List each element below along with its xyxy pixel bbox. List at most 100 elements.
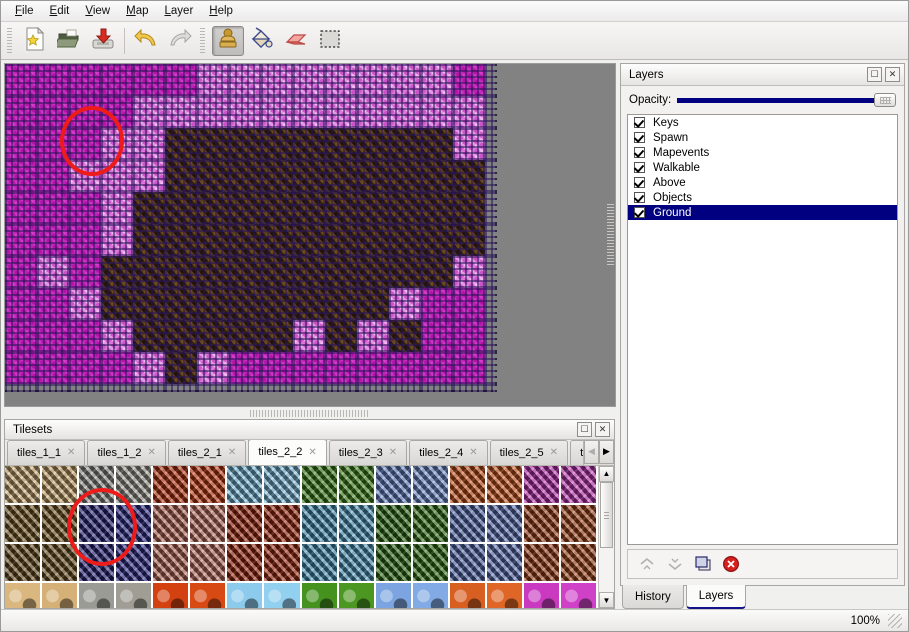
tileset-tab[interactable]: tiles_2_5 ✕ [489, 440, 569, 465]
map-tile[interactable] [165, 288, 197, 320]
tileset-tile[interactable] [153, 582, 191, 608]
map-tile[interactable] [37, 288, 69, 320]
menu-file[interactable]: File [15, 5, 34, 17]
tileset-tab-close-icon[interactable]: ✕ [469, 447, 478, 459]
map-tile[interactable] [261, 192, 293, 224]
tileset-tile[interactable] [486, 504, 524, 544]
eraser-tool-button[interactable] [280, 26, 312, 56]
map-tile[interactable] [325, 128, 357, 160]
tileset-tile[interactable] [375, 465, 413, 505]
layer-list-item[interactable]: Keys [628, 115, 897, 130]
map-tile[interactable] [5, 256, 37, 288]
tab-scroll-left-button[interactable]: ◀ [584, 440, 599, 464]
tileset-tab-close-icon[interactable]: ✕ [67, 447, 76, 459]
map-tile[interactable] [101, 256, 133, 288]
map-tile[interactable] [69, 192, 101, 224]
tileset-tile[interactable] [523, 582, 561, 608]
map-tile[interactable] [293, 160, 325, 192]
map-tile[interactable] [389, 320, 421, 352]
map-tile[interactable] [165, 352, 197, 384]
tileset-tab[interactable]: tiles_2_4 ✕ [409, 440, 488, 465]
scroll-track[interactable] [599, 481, 614, 592]
map-tile[interactable] [453, 160, 485, 192]
map-tile[interactable] [453, 192, 485, 224]
map-tile[interactable] [325, 288, 357, 320]
layer-list-item[interactable]: Objects [628, 190, 897, 205]
map-tile[interactable] [293, 352, 325, 384]
map-tile[interactable] [421, 288, 453, 320]
tileset-tile[interactable] [301, 465, 339, 505]
move-layer-down-button[interactable] [666, 555, 684, 573]
tileset-tile[interactable] [190, 582, 228, 608]
map-tile[interactable] [5, 352, 37, 384]
map-tile[interactable] [293, 128, 325, 160]
map-tile[interactable] [325, 320, 357, 352]
map-tile[interactable] [101, 64, 133, 96]
tileset-tile[interactable] [42, 504, 80, 544]
tileset-tile[interactable] [486, 465, 524, 505]
tileset-tile[interactable] [449, 504, 487, 544]
canvas-vertical-grip[interactable] [607, 204, 614, 266]
map-tile[interactable] [261, 256, 293, 288]
tileset-tile[interactable] [338, 504, 376, 544]
map-tile[interactable] [261, 128, 293, 160]
layer-list-item[interactable]: Above [628, 175, 897, 190]
map-tile[interactable] [133, 128, 165, 160]
map-tile[interactable] [261, 320, 293, 352]
tileset-tile[interactable] [227, 582, 265, 608]
layer-visibility-checkbox[interactable] [634, 117, 645, 128]
layers-close-icon[interactable]: ✕ [885, 67, 900, 82]
map-tile[interactable] [197, 352, 229, 384]
tileset-tab-close-icon[interactable]: ✕ [388, 447, 398, 459]
map-tile[interactable] [229, 224, 261, 256]
map-tile[interactable] [197, 224, 229, 256]
map-tile[interactable] [133, 160, 165, 192]
toolbar-grip-2[interactable] [199, 27, 207, 54]
map-tile[interactable] [165, 320, 197, 352]
tileset-tile[interactable] [375, 582, 413, 608]
tileset-tile[interactable] [301, 543, 339, 583]
map-tile[interactable] [357, 352, 389, 384]
map-tile[interactable] [325, 64, 357, 96]
tileset-tile[interactable] [523, 504, 561, 544]
map-tile[interactable] [357, 192, 389, 224]
map-tile[interactable] [165, 96, 197, 128]
tileset-tile[interactable] [5, 582, 43, 608]
map-tile[interactable] [5, 320, 37, 352]
tileset-tile[interactable] [375, 543, 413, 583]
layer-visibility-checkbox[interactable] [634, 147, 645, 158]
map-tile[interactable] [389, 224, 421, 256]
menu-layer[interactable]: Layer [164, 5, 194, 17]
map-tile[interactable] [421, 128, 453, 160]
map-tile[interactable] [37, 256, 69, 288]
layer-visibility-checkbox[interactable] [634, 132, 645, 143]
tileset-tile[interactable] [42, 543, 80, 583]
map-tile[interactable] [229, 320, 261, 352]
map-tile[interactable] [69, 320, 101, 352]
map-tile[interactable] [37, 352, 69, 384]
map-tile[interactable] [101, 96, 133, 128]
map-tile[interactable] [101, 352, 133, 384]
tileset-tile[interactable] [116, 504, 154, 544]
map-tile[interactable] [293, 192, 325, 224]
resize-grip[interactable] [888, 613, 902, 628]
map-tile[interactable] [133, 96, 165, 128]
map-tile[interactable] [101, 192, 133, 224]
map-tile[interactable] [229, 256, 261, 288]
map-tile[interactable] [229, 192, 261, 224]
map-tile[interactable] [197, 256, 229, 288]
map-tile[interactable] [389, 96, 421, 128]
tileset-tile[interactable] [412, 504, 450, 544]
tileset-tile[interactable] [338, 582, 376, 608]
map-tile[interactable] [133, 288, 165, 320]
menu-edit[interactable]: Edit [49, 5, 70, 17]
map-tile[interactable] [165, 160, 197, 192]
map-tile[interactable] [69, 224, 101, 256]
tileset-tile[interactable] [5, 504, 43, 544]
map-tile[interactable] [389, 288, 421, 320]
map-tile[interactable] [69, 352, 101, 384]
tileset-tile[interactable] [116, 543, 154, 583]
tileset-tile[interactable] [42, 465, 80, 505]
stamp-tool-button[interactable] [212, 25, 244, 56]
map-tile[interactable] [453, 128, 485, 160]
